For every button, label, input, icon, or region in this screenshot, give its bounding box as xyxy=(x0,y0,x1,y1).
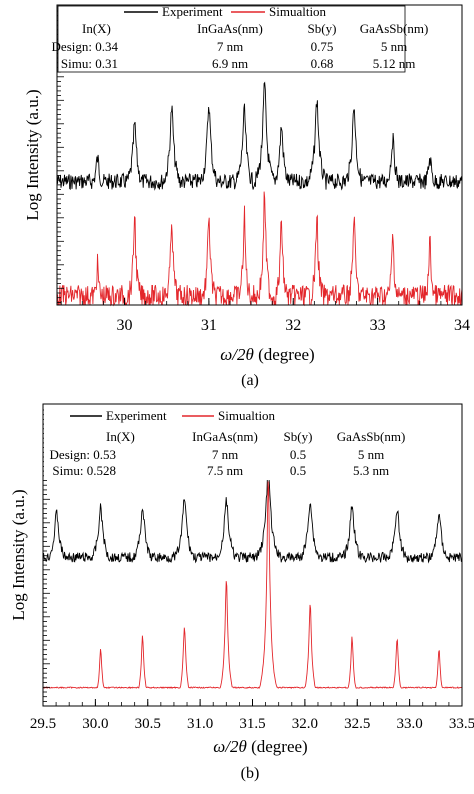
x-axis-label-unit: (degree) xyxy=(247,737,308,756)
table-header: Sb(y) xyxy=(308,21,337,36)
x-tick-label: 31.0 xyxy=(187,716,213,732)
legend-label-experiment: Experiment xyxy=(162,4,223,19)
table-header: InGaAs(nm) xyxy=(197,21,263,36)
table-header: In(X) xyxy=(82,21,111,36)
x-tick-label: 30.5 xyxy=(135,716,161,732)
table-cell: 6.9 nm xyxy=(212,56,248,71)
x-tick-label: 29.5 xyxy=(30,716,56,732)
series-line-experiment xyxy=(56,81,463,191)
x-axis-label-unit: (degree) xyxy=(254,345,315,364)
x-axis-label-symbol: ω/2θ xyxy=(220,345,254,364)
x-tick-label: 33.0 xyxy=(397,716,423,732)
series-line-experiment xyxy=(42,467,463,564)
x-tick-label: 34 xyxy=(454,317,470,334)
table-cell: Simu: 0.31 xyxy=(61,56,118,71)
table-cell: 0.5 xyxy=(290,447,306,462)
x-tick-label: 32.5 xyxy=(344,716,370,732)
legend-label-simulation: Simualtion xyxy=(218,408,276,423)
x-tick-label: 30 xyxy=(117,317,133,334)
table-cell: Simu: 0.528 xyxy=(52,463,116,478)
x-tick-label: 32 xyxy=(285,317,301,334)
legend-box xyxy=(57,5,406,73)
table-header: In(X) xyxy=(106,429,135,444)
series-line-simulation xyxy=(56,191,463,307)
table-header: InGaAs(nm) xyxy=(192,429,258,444)
legend-label-experiment: Experiment xyxy=(106,408,167,423)
y-axis-label: Log Intensity (a.u.) xyxy=(9,489,28,620)
table-cell: 0.75 xyxy=(311,39,334,54)
table-cell: 5.3 nm xyxy=(353,463,389,478)
x-tick-label: 31.5 xyxy=(239,716,265,732)
table-cell: Design: 0.34 xyxy=(52,39,119,54)
table-header: GaAsSb(nm) xyxy=(337,429,406,444)
legend-box xyxy=(44,405,405,480)
plot-frame xyxy=(56,4,463,306)
x-axis-label: ω/2θ (degree) xyxy=(220,345,314,364)
x-axis-label-symbol: ω/2θ xyxy=(213,737,247,756)
table-header: GaAsSb(nm) xyxy=(360,21,429,36)
panel-label: (a) xyxy=(241,372,259,389)
table-cell: Design: 0.53 xyxy=(50,447,116,462)
table-cell: 5 nm xyxy=(381,39,407,54)
x-tick-label: 33 xyxy=(370,317,386,334)
table-cell: 0.5 xyxy=(290,463,306,478)
table-cell: 5.12 nm xyxy=(373,56,416,71)
x-tick-label: 32.0 xyxy=(292,716,318,732)
table-cell: 7 nm xyxy=(217,39,243,54)
panel-a: 30 31 32 33 34 ω/2θ (degree) Log Intensity (a.… xyxy=(23,4,470,389)
x-tick-label: 30.0 xyxy=(82,716,108,732)
panel-b: 29.5 30.0 30.5 31.0 31.5 32.0 32.5 33.0 33.5 ω/2θ… xyxy=(9,403,474,782)
table-cell: 7.5 nm xyxy=(207,463,243,478)
x-axis-label: ω/2θ (degree) xyxy=(213,737,307,756)
table-cell: 7 nm xyxy=(212,447,238,462)
table-cell: 5 nm xyxy=(358,447,384,462)
y-axis-label: Log Intensity (a.u.) xyxy=(23,89,42,220)
x-tick-label: 31 xyxy=(201,317,217,334)
table-header: Sb(y) xyxy=(284,429,313,444)
table-cell: 0.68 xyxy=(311,56,334,71)
series-line-simulation xyxy=(42,481,463,689)
legend-label-simulation: Simualtion xyxy=(269,4,327,19)
x-tick-label: 33.5 xyxy=(449,716,474,732)
panel-label: (b) xyxy=(241,765,260,782)
